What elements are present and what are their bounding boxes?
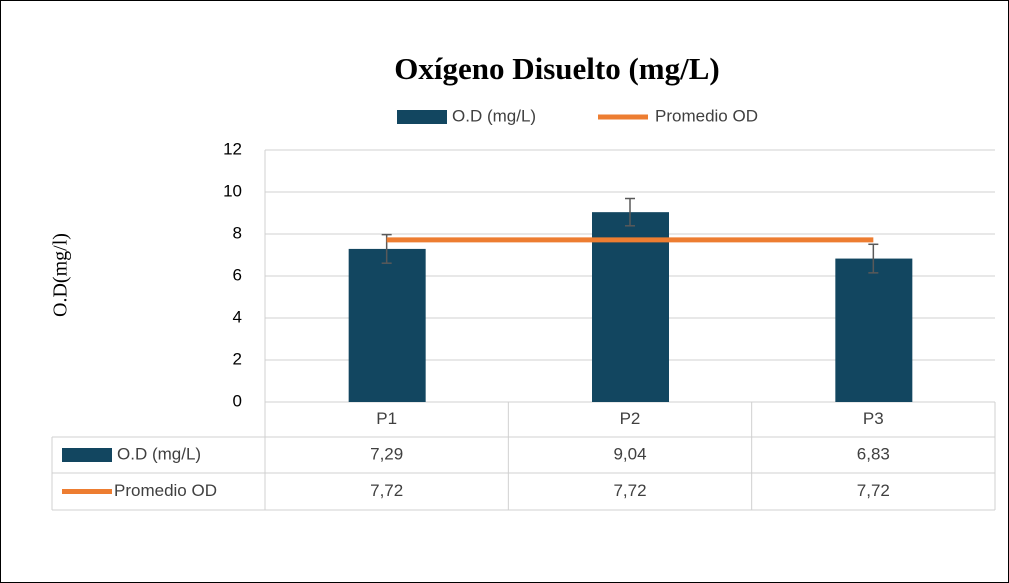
table-cell: 7,72 [613,481,646,500]
y-tick-label: 10 [223,181,242,200]
bar [835,258,913,402]
table-row-label: Promedio OD [114,481,217,500]
x-tick-label: P3 [863,409,884,428]
x-tick-label: P2 [620,409,641,428]
table-row-label: O.D (mg/L) [117,444,201,463]
error-bar [868,243,879,274]
x-tick-label: P1 [376,409,397,428]
legend-label: Promedio OD [655,106,758,125]
bar [348,248,426,402]
table-cell: 6,83 [857,444,890,463]
error-bar [625,197,635,227]
y-tick-label: 12 [223,139,242,158]
legend-key [397,110,447,124]
y-tick-label: 0 [233,391,242,410]
y-tick-label: 6 [233,265,242,284]
legend-label: O.D (mg/L) [452,106,536,125]
table-cell: 9,04 [613,444,646,463]
chart-title: Oxígeno Disuelto (mg/L) [394,51,720,86]
y-axis-label: O.D(mg/l) [50,233,72,317]
y-tick-label: 8 [233,223,242,242]
table-cell: 7,29 [370,444,403,463]
table-cell: 7,72 [857,481,890,500]
legend-key [62,448,112,462]
table-cell: 7,72 [370,481,403,500]
bar [592,212,669,402]
y-tick-label: 4 [233,307,242,326]
y-tick-label: 2 [233,349,242,368]
